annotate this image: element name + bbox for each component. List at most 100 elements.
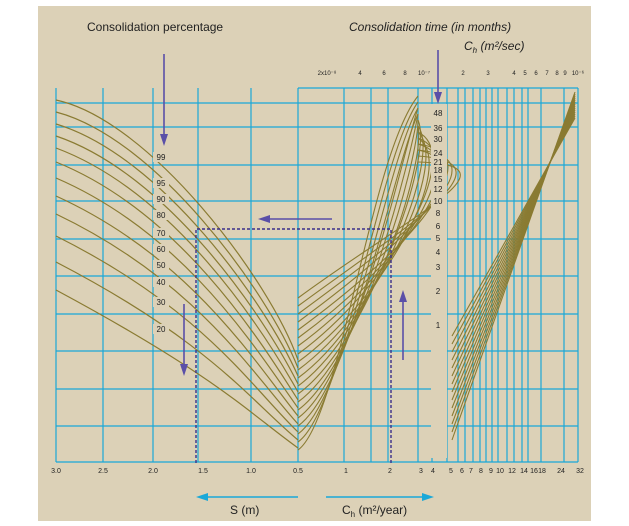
percentage-labels: 99 95 90 80 70 60 50 40 30 20 xyxy=(153,152,169,334)
ch-axis-arrow-head xyxy=(422,493,434,501)
percentage-label-bg xyxy=(153,178,169,188)
bottom-axis-label: 2 xyxy=(388,468,392,475)
top-axis-label: 10⁻⁷ xyxy=(418,70,430,77)
top-axis-label: 4 xyxy=(358,71,362,77)
time-label: 24 xyxy=(434,149,443,158)
top-axis-label: 7 xyxy=(545,71,549,77)
percentage-curve xyxy=(55,147,299,393)
time-label: 10 xyxy=(434,197,443,206)
consolidation-percentage-title: Consolidation percentage xyxy=(87,20,223,34)
arrow-up-right-head xyxy=(399,290,407,302)
time-curve xyxy=(297,137,430,363)
time-label: 8 xyxy=(436,209,441,218)
s-axis-arrow-head xyxy=(196,493,208,501)
s-axis-title: S (m) xyxy=(230,503,259,517)
percentage-label: 80 xyxy=(157,211,166,220)
top-axis-label: 2x10⁻⁸ xyxy=(318,70,337,77)
arrow-down-time-head xyxy=(434,92,442,104)
bottom-axis-label: 3 xyxy=(419,468,423,475)
percentage-curve xyxy=(55,213,299,425)
example-dashed-line xyxy=(195,228,392,463)
top-axis-label: 3 xyxy=(486,71,490,77)
percentage-label: 40 xyxy=(157,278,166,287)
bottom-axis-label: 3.0 xyxy=(51,468,61,475)
bottom-axis-label: 0.5 xyxy=(293,468,303,475)
top-axis-label: 8 xyxy=(403,71,407,77)
percentage-curve xyxy=(55,135,299,385)
bottom-axis-label: 7 xyxy=(469,468,473,475)
percentage-curve xyxy=(55,161,299,401)
time-curve xyxy=(297,125,420,395)
top-axis-label: 5 xyxy=(523,71,527,77)
time-label: 2 xyxy=(436,287,441,296)
bottom-axis-label: 5 xyxy=(449,468,453,475)
bottom-axis-label: 10 xyxy=(496,468,504,475)
arrow-down-percentage-head xyxy=(160,134,168,146)
time-curve xyxy=(297,113,419,411)
time-label: 15 xyxy=(434,175,443,184)
bottom-axis-label: 6 xyxy=(460,468,464,475)
percentage-label: 20 xyxy=(157,325,166,334)
bottom-axis-label: 14 xyxy=(520,468,528,475)
percentage-label-bg xyxy=(153,210,169,220)
ch-diagonal-line xyxy=(451,117,576,337)
percentage-curve xyxy=(55,123,299,377)
time-label: 21 xyxy=(434,158,443,167)
bottom-axis-label: 8 xyxy=(479,468,483,475)
bottom-axis-label: 2.5 xyxy=(98,468,108,475)
top-axis-label: 10⁻⁶ xyxy=(572,70,585,77)
percentage-label: 70 xyxy=(157,229,166,238)
bottom-axis-label: 1 xyxy=(344,468,348,475)
percentage-label: 50 xyxy=(157,261,166,270)
percentage-curve xyxy=(55,195,299,417)
percentage-curve xyxy=(55,99,299,361)
bottom-axis-label: 1.5 xyxy=(198,468,208,475)
percentage-curve xyxy=(55,261,299,441)
ch-sec-title: Ch (m²/sec) xyxy=(464,39,524,55)
arrow-left-mid-head xyxy=(258,215,270,223)
percentage-label: 30 xyxy=(157,298,166,307)
time-label: 30 xyxy=(434,135,443,144)
bottom-axis-label: 1.0 xyxy=(246,468,256,475)
top-axis-label: 4 xyxy=(512,71,516,77)
arrows xyxy=(160,50,442,376)
percentage-label-bg xyxy=(153,277,169,287)
time-curve xyxy=(297,131,427,371)
bottom-axis-label: 9 xyxy=(489,468,493,475)
time-curve xyxy=(297,113,419,427)
time-label-column-bg xyxy=(431,104,447,458)
bottom-axis-label: 12 xyxy=(508,468,516,475)
time-curve xyxy=(297,119,419,403)
percentage-label-bg xyxy=(153,297,169,307)
percentage-label: 95 xyxy=(157,179,166,188)
top-axis-label: 9 xyxy=(563,71,567,77)
time-label: 6 xyxy=(436,222,441,231)
bottom-axis-label: 18 xyxy=(538,468,546,475)
percentage-label-bg xyxy=(153,324,169,334)
time-label: 3 xyxy=(436,263,441,272)
percentage-curve xyxy=(55,289,299,449)
time-label: 36 xyxy=(434,124,443,133)
time-label: 4 xyxy=(436,248,441,257)
percentage-label-bg xyxy=(153,244,169,254)
bottom-axis-label: 24 xyxy=(557,468,565,475)
percentage-label-bg xyxy=(153,260,169,270)
percentage-label: 90 xyxy=(157,195,166,204)
top-axis-labels: 2x10⁻⁸ 4 6 8 10⁻⁷ 2 3 4 5 6 7 8 9 10⁻⁶ xyxy=(318,70,585,77)
consolidation-time-title: Consolidation time (in months) xyxy=(349,20,511,34)
ch-year-axis-title: Ch (m²/year) xyxy=(342,503,407,519)
time-curve xyxy=(297,107,419,419)
percentage-label-bg xyxy=(153,152,169,162)
time-label: 1 xyxy=(436,321,441,330)
top-axis-label: 8 xyxy=(555,71,559,77)
percentage-curve xyxy=(55,177,299,409)
percentage-curve xyxy=(55,111,299,369)
time-label: 18 xyxy=(434,166,443,175)
time-label: 5 xyxy=(436,234,441,243)
bottom-axis-label: 16 xyxy=(530,468,538,475)
top-axis-label: 2 xyxy=(461,71,465,77)
percentage-label-bg xyxy=(153,194,169,204)
example-path xyxy=(195,228,392,463)
